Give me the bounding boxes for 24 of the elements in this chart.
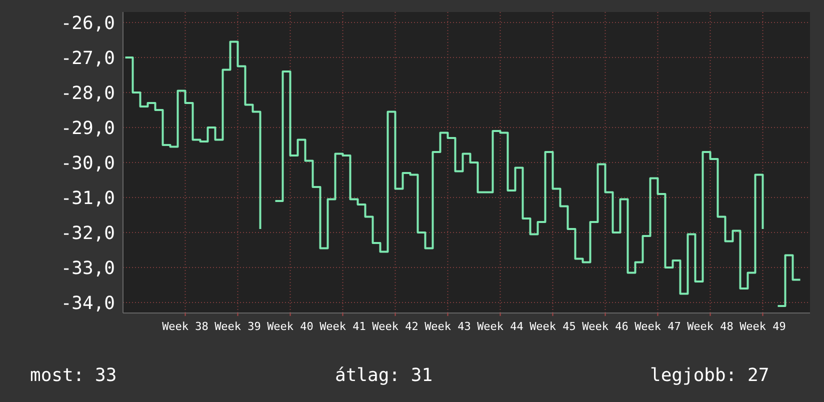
y-tick-label: -28,0 (60, 82, 115, 104)
y-tick-label: -26,0 (60, 12, 115, 34)
x-tick-label: Week 39 (214, 320, 261, 333)
text: átlag: 31 (335, 365, 433, 386)
x-tick-label: Week 46 (582, 320, 628, 333)
y-tick-label: -32,0 (60, 222, 115, 244)
x-tick-label: Week 45 (530, 320, 576, 333)
x-tick-label: Week 47 (634, 320, 681, 333)
x-tick-label: Week 38 (162, 320, 208, 333)
x-tick-label: Week 48 (687, 320, 734, 333)
x-tick-label: Week 41 (320, 320, 366, 333)
text: legjobb: 27 (650, 365, 770, 386)
text: most: 33 (30, 365, 117, 386)
x-tick-label: Week 42 (372, 320, 418, 333)
x-tick-label: Week 40 (267, 320, 314, 333)
x-tick-label: Week 44 (477, 320, 524, 333)
y-tick-label: -27,0 (60, 48, 115, 69)
x-tick-label: Week 43 (424, 320, 471, 333)
y-tick-label: -34,0 (60, 292, 115, 314)
x-tick-label: Week 49 (740, 320, 786, 333)
y-tick-label: -29,0 (60, 118, 115, 139)
y-tick-label: -31,0 (60, 188, 115, 209)
y-tick-label: -30,0 (60, 152, 115, 174)
y-tick-label: -33,0 (60, 258, 115, 279)
